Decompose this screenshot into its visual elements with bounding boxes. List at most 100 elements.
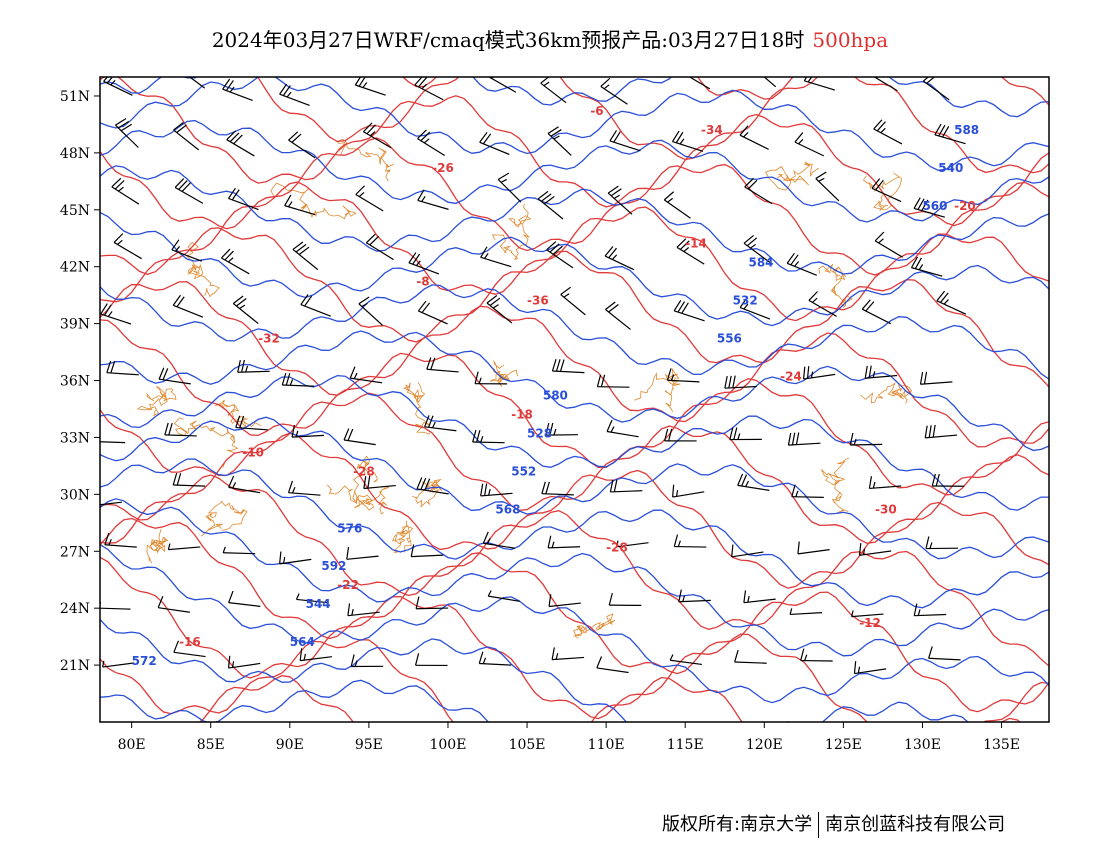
- y-tick-label: 39N: [60, 317, 90, 333]
- temperature-contour: [100, 392, 1049, 544]
- wind-barb: [669, 654, 702, 666]
- wind-barb: [551, 358, 585, 374]
- wind-barb: [115, 118, 139, 148]
- wind-barb: [417, 189, 449, 210]
- wind-barb: [410, 544, 444, 558]
- boundary-line: [765, 161, 820, 191]
- wind-barb: [913, 197, 945, 218]
- wind-barb: [113, 233, 142, 260]
- height-contour: [100, 679, 489, 722]
- wind-barb: [609, 479, 643, 493]
- wind-barb: [222, 546, 256, 555]
- wind-barb: [861, 299, 892, 325]
- height-contour: [100, 618, 969, 722]
- wind-barb: [600, 77, 628, 105]
- wind-barb: [607, 185, 633, 215]
- boundary-line: [818, 263, 853, 309]
- boundary-line: [492, 203, 532, 261]
- wind-barb: [291, 424, 325, 438]
- y-tick-label: 27N: [60, 544, 90, 560]
- x-tick-label: 115E: [667, 737, 704, 753]
- wind-barb: [365, 233, 394, 261]
- temperature-contour: [100, 181, 1049, 322]
- wind-barb: [480, 246, 512, 268]
- x-tick-label: 125E: [825, 737, 862, 753]
- wind-barb: [734, 649, 767, 664]
- height-contour: [100, 416, 1049, 560]
- chart-title: 2024年03月27日WRF/cmaq模式36km预报产品:03月27日18时 5…: [0, 24, 1100, 53]
- x-tick-label: 130E: [904, 737, 941, 753]
- x-tick-label: 105E: [509, 737, 546, 753]
- wind-barb: [100, 602, 131, 610]
- wind-barb: [295, 593, 329, 604]
- wind-barb: [486, 295, 513, 324]
- wind-barb: [743, 590, 776, 604]
- wind-barb: [869, 77, 898, 92]
- height-label: 584: [748, 256, 773, 270]
- wind-barb: [560, 286, 586, 316]
- wind-barb: [663, 191, 691, 219]
- height-contour: [100, 374, 1049, 511]
- wind-barb: [731, 544, 764, 558]
- temperature-contour: [100, 517, 1049, 713]
- wind-barb: [551, 647, 585, 661]
- height-label: 532: [733, 294, 758, 308]
- wind-barb: [226, 130, 255, 157]
- temperature-label: -34: [701, 123, 723, 137]
- height-contour: [100, 211, 1049, 327]
- height-label: 540: [938, 161, 963, 175]
- wind-barb: [794, 132, 825, 157]
- wind-barb: [171, 239, 202, 262]
- wind-barb: [416, 477, 449, 495]
- x-axis: 80E 85E 90E 95E 100E 105E 110E 115E 120E 125E 130E…: [118, 722, 1020, 753]
- wind-barb: [487, 590, 520, 602]
- wind-barb: [472, 429, 505, 444]
- map-frame: [99, 76, 1050, 723]
- wind-barb: [232, 295, 259, 325]
- wind-barb: [868, 476, 902, 490]
- y-tick-label: 21N: [60, 658, 90, 674]
- y-tick-label: 36N: [60, 374, 90, 390]
- temperature-contour: [100, 639, 1021, 722]
- wind-barb: [227, 187, 259, 211]
- wind-barb: [922, 77, 950, 101]
- y-tick-label: 24N: [60, 601, 90, 617]
- temperature-label: -10: [242, 445, 264, 459]
- wind-barb: [222, 78, 253, 102]
- copyright: 版权所有:南京大学 南京创蓝科技有限公司: [662, 810, 1005, 838]
- wind-barb: [672, 484, 705, 498]
- height-contour: [100, 119, 1049, 223]
- temperature-label: -6: [590, 104, 603, 118]
- wind-barb: [478, 651, 512, 666]
- temperature-label: -18: [511, 407, 533, 421]
- wind-barb: [605, 301, 631, 330]
- boundary-line: [634, 368, 681, 413]
- wind-barb: [664, 428, 697, 442]
- temperature-label: -20: [954, 199, 976, 213]
- wind-barb: [279, 83, 310, 106]
- wind-barb: [408, 252, 440, 275]
- wind-barb: [362, 122, 392, 149]
- boundary-line: [327, 455, 378, 504]
- boundary-line: [215, 399, 262, 429]
- wind-barb: [227, 655, 261, 669]
- temperature-label: -36: [527, 294, 549, 308]
- wind-barb: [221, 248, 250, 275]
- boundary-line: [136, 385, 177, 417]
- wind-barb: [934, 123, 966, 145]
- wind-barb: [604, 246, 635, 271]
- plot-area: 572 576 580 584 588 592 528 532 540 544 552 556 560 5…: [100, 77, 1049, 722]
- wind-barb: [414, 653, 448, 667]
- wind-barb: [287, 480, 321, 496]
- wind-barb: [100, 303, 132, 325]
- wind-barb: [300, 294, 331, 317]
- wind-barb: [173, 121, 200, 151]
- x-tick-label: 90E: [276, 737, 304, 753]
- boundary-line: [862, 172, 903, 212]
- wind-barb: [417, 300, 448, 325]
- copyright-owner: 版权所有:南京大学: [662, 814, 813, 835]
- wind-barb: [178, 77, 206, 89]
- x-tick-label: 120E: [746, 737, 783, 753]
- temperature-label: -32: [258, 332, 280, 346]
- wind-barb: [100, 440, 126, 444]
